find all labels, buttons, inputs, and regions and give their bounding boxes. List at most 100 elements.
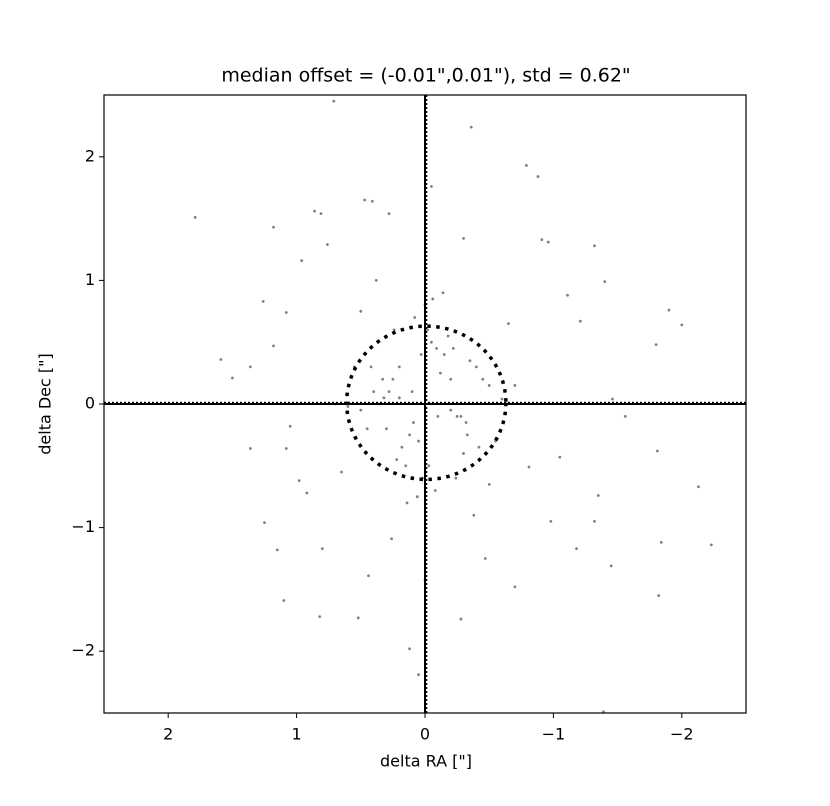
point	[405, 501, 409, 505]
point	[454, 476, 458, 480]
point	[419, 353, 423, 356]
point	[465, 433, 469, 437]
point	[300, 259, 304, 263]
point	[575, 547, 578, 551]
point	[481, 377, 485, 381]
point	[381, 377, 385, 381]
y-axis-label: delta Dec ["]	[36, 353, 55, 455]
point	[359, 408, 363, 412]
point	[370, 199, 374, 203]
x-tick-label: −2	[670, 725, 694, 744]
point	[549, 520, 553, 523]
point	[346, 405, 350, 408]
point	[272, 225, 275, 229]
point	[288, 424, 292, 428]
point	[297, 479, 301, 483]
point	[408, 433, 411, 437]
point	[231, 376, 234, 380]
point	[426, 328, 429, 332]
point	[455, 414, 459, 418]
x-axis-label: delta RA ["]	[380, 752, 472, 771]
point	[417, 673, 420, 677]
point	[387, 212, 391, 216]
point	[657, 594, 661, 597]
point	[412, 421, 415, 424]
plot-frame	[103, 94, 747, 714]
point	[261, 300, 265, 303]
point	[248, 447, 252, 450]
point	[603, 280, 607, 284]
point	[464, 421, 468, 424]
point	[365, 427, 369, 431]
point	[623, 414, 627, 418]
point	[427, 464, 431, 468]
point	[318, 615, 322, 618]
point	[546, 240, 550, 244]
x-tick-label: 2	[163, 725, 173, 744]
point	[219, 358, 223, 361]
point	[417, 439, 420, 443]
point	[540, 238, 544, 242]
point	[397, 396, 401, 400]
point	[441, 291, 445, 295]
y-tick-label: 1	[85, 270, 95, 289]
point	[430, 185, 433, 188]
point	[449, 377, 453, 381]
point	[442, 353, 446, 356]
point	[435, 346, 438, 350]
y-tick-label: −1	[71, 517, 95, 536]
point	[410, 390, 414, 394]
point	[487, 482, 491, 486]
x-tick-label: 1	[292, 725, 302, 744]
point	[449, 408, 453, 412]
std-circle	[344, 324, 508, 482]
point	[415, 495, 419, 499]
point	[431, 297, 435, 301]
point	[284, 311, 288, 314]
point	[611, 397, 614, 401]
point	[609, 564, 613, 568]
point	[472, 513, 476, 517]
point	[468, 359, 472, 363]
point	[507, 322, 510, 326]
point	[451, 346, 455, 350]
point	[263, 521, 266, 525]
point	[656, 449, 659, 453]
point	[697, 485, 700, 489]
point	[680, 323, 684, 327]
point	[359, 309, 363, 313]
point	[578, 319, 582, 323]
point	[272, 344, 275, 348]
point	[474, 365, 478, 369]
point	[397, 365, 401, 369]
point	[363, 198, 367, 202]
point	[382, 396, 386, 400]
point	[513, 585, 517, 589]
y-tick-label: −2	[71, 641, 95, 660]
point	[193, 215, 197, 219]
point	[369, 365, 373, 369]
point	[483, 557, 487, 560]
point	[282, 599, 286, 602]
x-tick-label: −1	[542, 725, 566, 744]
point	[593, 244, 596, 248]
point	[387, 390, 391, 394]
point	[413, 316, 417, 319]
point	[513, 384, 517, 387]
point	[446, 334, 450, 338]
point	[500, 397, 504, 401]
point	[462, 236, 465, 240]
point	[433, 489, 437, 492]
point	[430, 340, 433, 344]
point	[340, 470, 343, 474]
point	[709, 543, 713, 547]
point	[332, 99, 336, 103]
y-tick-label: 0	[85, 394, 95, 413]
point	[284, 447, 288, 450]
point	[469, 125, 473, 129]
point	[313, 209, 316, 213]
point	[319, 212, 323, 216]
point	[367, 574, 370, 578]
point	[659, 541, 663, 544]
